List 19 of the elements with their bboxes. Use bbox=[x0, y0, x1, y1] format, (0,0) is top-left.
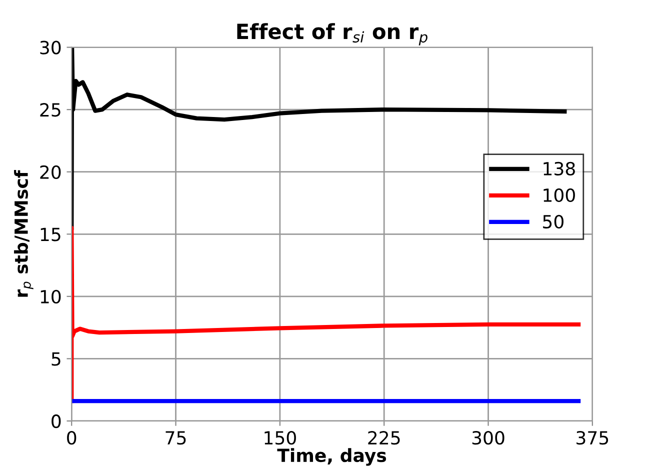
y-axis-title: r$_{p}$ stb/MMscf bbox=[14, 170, 34, 297]
chart-title: Effect of r$_{si}$ on r$_{p}$ bbox=[237, 23, 428, 46]
x-axis-title: Time, days bbox=[277, 448, 386, 466]
y-tick-label: 10 bbox=[40, 290, 61, 304]
y-tick-label: 20 bbox=[40, 165, 61, 179]
y-tick-label: 25 bbox=[40, 103, 60, 117]
y-tick-label: 0 bbox=[52, 414, 61, 428]
x-tick-label: 75 bbox=[166, 431, 186, 445]
legend-label: 138 bbox=[544, 162, 575, 176]
legend-label: 100 bbox=[544, 188, 575, 202]
x-tick-label: 225 bbox=[368, 431, 400, 445]
y-tick-label: 5 bbox=[52, 352, 60, 366]
y-tick-label: 30 bbox=[40, 40, 61, 54]
x-tick-label: 150 bbox=[264, 431, 296, 445]
x-tick-label: 375 bbox=[576, 431, 608, 445]
legend-label: 50 bbox=[543, 214, 564, 229]
y-tick-label: 15 bbox=[40, 228, 60, 242]
x-tick-label: 300 bbox=[472, 431, 504, 445]
x-tick-label: 0 bbox=[67, 431, 76, 445]
